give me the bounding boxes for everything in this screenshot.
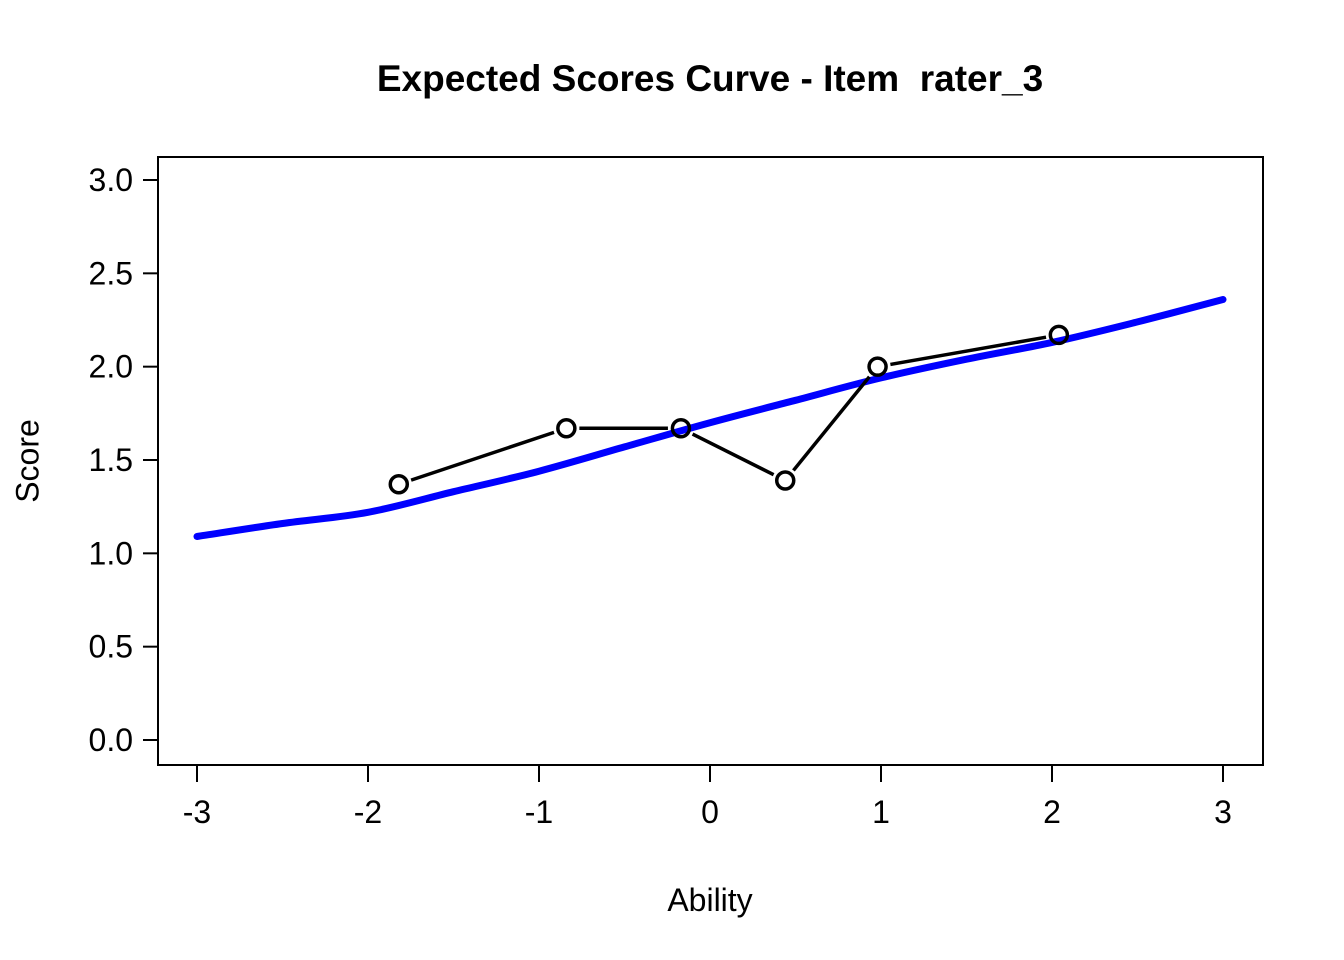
x-tick-label: -2 <box>354 794 382 830</box>
y-tick-label: 0.5 <box>89 629 133 665</box>
observed-group-scores-segment <box>691 432 775 477</box>
chart-title: Expected Scores Curve - Item rater_3 <box>376 58 1044 99</box>
x-tick-label: 1 <box>872 794 890 830</box>
y-tick-label: 1.5 <box>89 442 133 478</box>
model-expected-score-curve-line <box>193 296 1227 540</box>
y-tick-label: 1.0 <box>89 535 133 571</box>
observed-group-scores-point <box>388 474 410 495</box>
y-tick-label: 2.0 <box>89 349 133 385</box>
x-tick-label: -3 <box>183 794 211 830</box>
x-tick-label: 2 <box>1043 794 1061 830</box>
y-axis-title: Score <box>9 419 46 503</box>
observed-group-scores-point <box>867 356 888 377</box>
y-tick-label: 2.5 <box>89 255 133 291</box>
observed-group-scores-point <box>1048 324 1070 346</box>
x-tick-label: -1 <box>525 794 553 830</box>
observed-group-scores-segment <box>410 430 555 482</box>
observed-group-scores-point <box>670 418 692 439</box>
observed-group-scores-point <box>774 470 796 491</box>
x-axis-title: Ability <box>667 882 753 918</box>
x-tick-label: 3 <box>1214 794 1232 830</box>
y-tick-label: 0.0 <box>89 722 133 758</box>
plot-box <box>157 156 1264 766</box>
observed-group-scores-segment <box>890 335 1047 367</box>
y-tick-label: 3.0 <box>89 162 133 198</box>
observed-group-scores-segment <box>792 375 871 472</box>
x-tick-label: 0 <box>701 794 719 830</box>
observed-group-scores-point <box>556 418 577 439</box>
